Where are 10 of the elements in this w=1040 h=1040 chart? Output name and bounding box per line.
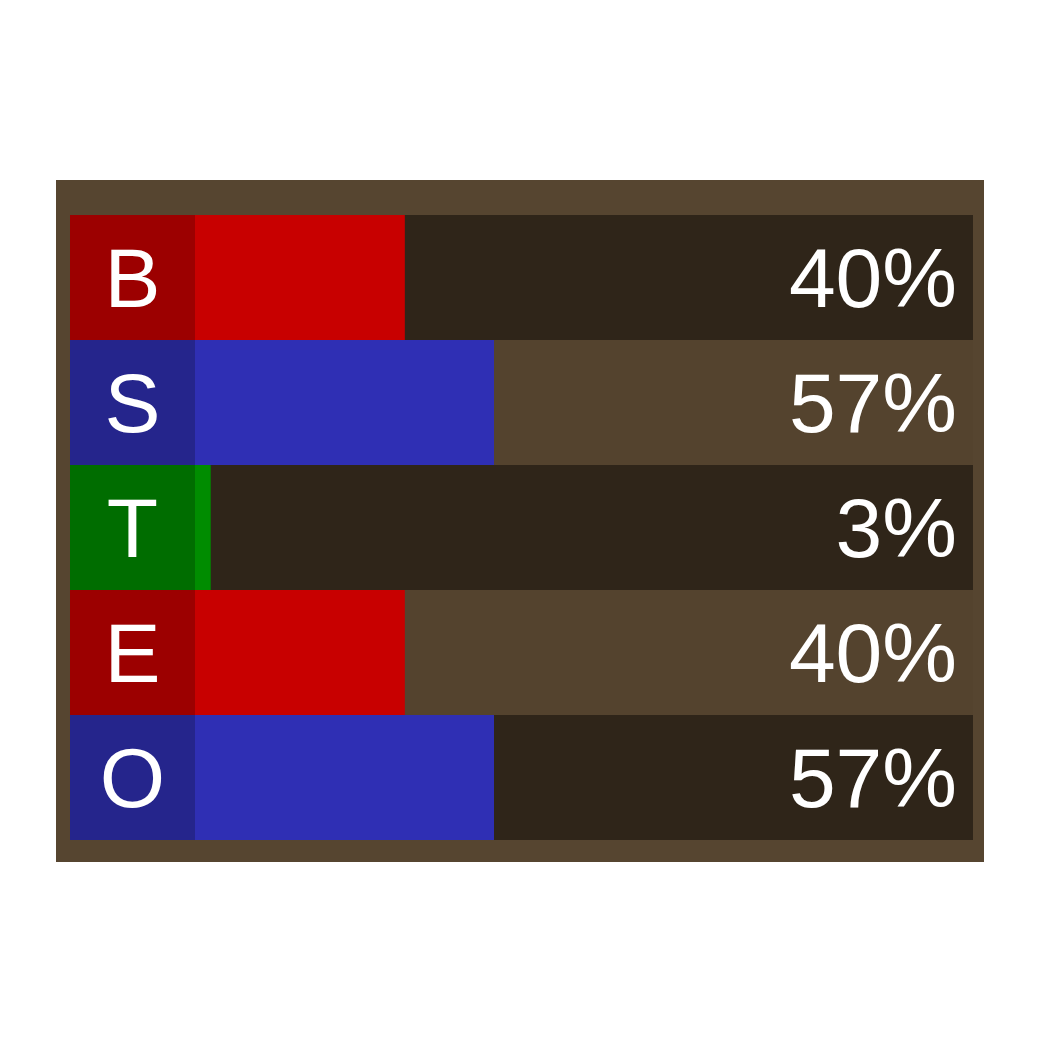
data-label: 57% (788, 355, 957, 450)
y-tick-label: E (104, 605, 161, 700)
data-label: 57% (788, 730, 957, 825)
y-tick-label: S (104, 355, 161, 450)
data-label: 40% (788, 605, 957, 700)
y-tick-label: T (106, 480, 159, 575)
y-tick-label: O (99, 730, 166, 825)
data-label: 40% (788, 230, 957, 325)
data-label: 3% (835, 480, 957, 575)
y-tick-label: B (104, 230, 161, 325)
